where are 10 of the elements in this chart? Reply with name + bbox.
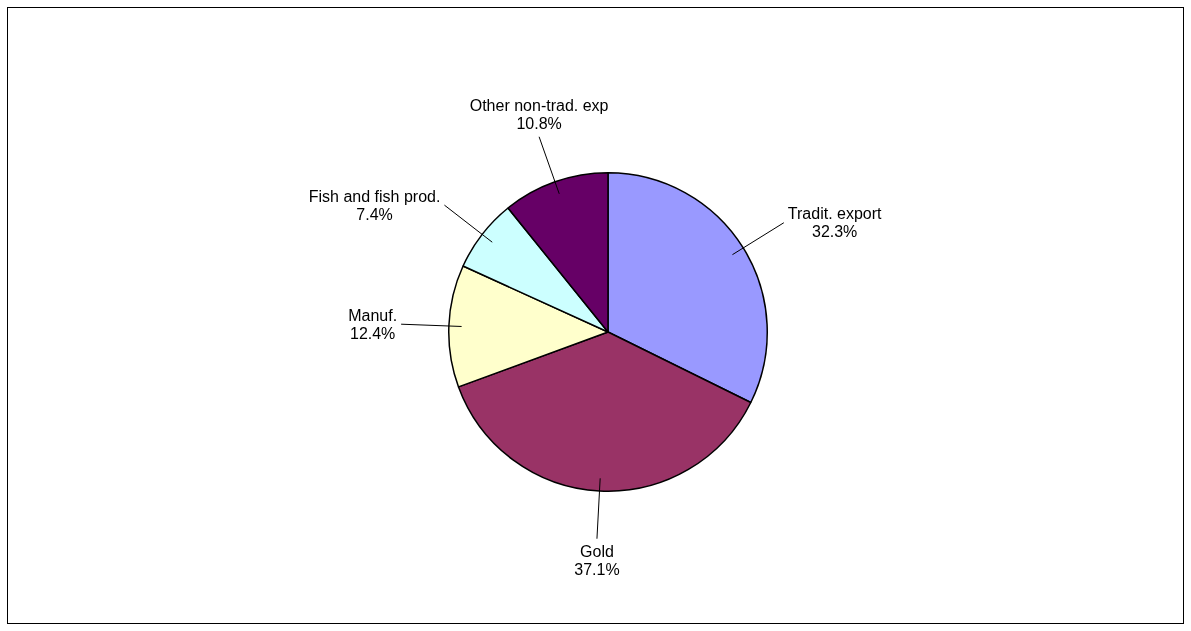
data-label: 32.3%: [811, 223, 858, 241]
data-label: 7.4%: [356, 205, 393, 223]
data-label: 12.4%: [349, 324, 396, 342]
slice-label: Other non-trad. exp: [469, 97, 609, 115]
slice-label: Tradit. export: [787, 205, 883, 223]
slice-label: Fish and fish prod.: [308, 187, 441, 205]
data-label: 37.1%: [574, 561, 620, 579]
slice-label: Manuf.: [348, 306, 398, 324]
data-label: 10.8%: [516, 115, 562, 133]
slice-label: Gold: [580, 543, 614, 561]
